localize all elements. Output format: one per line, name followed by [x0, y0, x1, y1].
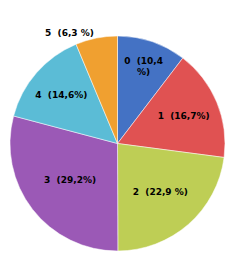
svg-text:5 (6,3 %): 5 (6,3 %) — [45, 28, 94, 38]
svg-text:4 (14,6%): 4 (14,6%) — [35, 90, 87, 100]
svg-text:3 (29,2%): 3 (29,2%) — [44, 175, 96, 185]
svg-text:2 (22,9 %): 2 (22,9 %) — [133, 187, 188, 197]
svg-text:0 (10,4%): 0 (10,4%) — [124, 56, 163, 78]
svg-text:1 (16,7%): 1 (16,7%) — [158, 111, 210, 121]
